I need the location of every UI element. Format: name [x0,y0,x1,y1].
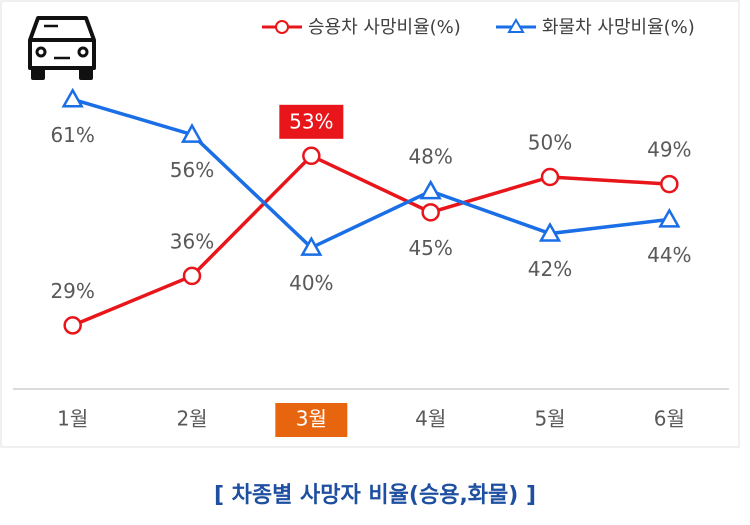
data-label: 42% [528,257,572,281]
data-label: 36% [170,229,214,253]
x-tick-label: 6월 [654,407,685,431]
legend-marker [275,20,289,34]
data-label: 56% [170,158,214,182]
x-tick-label: 5월 [534,407,565,431]
data-label: 50% [528,131,572,155]
point [538,221,562,242]
data-label: 45% [408,236,452,260]
legend-label: 화물차 사망비율(%) [542,17,695,38]
series-line [71,153,670,328]
point [660,174,679,194]
x-tick-label: 2월 [176,407,207,431]
data-label: 61% [50,123,94,147]
series-line [72,97,670,250]
point [180,123,204,143]
legend-label: 승용차 사망비율(%) [308,17,461,38]
x-tick-label: 3월 [296,407,327,431]
data-label: 48% [408,145,452,169]
point [302,146,321,166]
x-tick-label: 4월 [415,407,446,431]
point [540,167,560,187]
point [63,316,82,335]
highlight-box [275,403,348,437]
data-label: 40% [289,271,333,295]
x-tick-label: 1월 [57,407,88,431]
point [421,203,440,222]
point [658,207,681,228]
data-label: 44% [647,243,691,267]
legend-marker [507,18,525,33]
point [419,179,442,200]
point [61,87,84,108]
data-label: 29% [50,279,94,303]
point [300,236,323,256]
point [182,266,202,286]
highlight-label-box [279,104,344,139]
data-label: 53% [289,109,333,133]
data-label: 49% [647,138,691,162]
caption: [ 차종별 사망자 비율(승용,화물) ] [214,483,536,508]
chart-frame [0,0,740,448]
car-icon [28,16,96,80]
